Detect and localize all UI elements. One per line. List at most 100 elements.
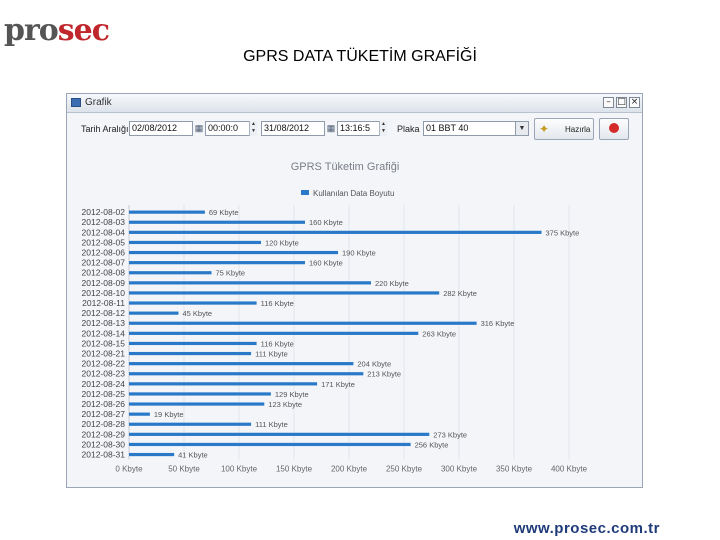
x-tick-label: 150 Kbyte xyxy=(276,465,313,474)
data-bar[interactable] xyxy=(129,382,318,386)
bar-value-label: 123 Kbyte xyxy=(268,400,302,409)
logo-part-sec: sec xyxy=(57,13,110,48)
gprs-bar-chart: GPRS Tüketim Grafiği Kullanılan Data Boy… xyxy=(82,161,588,474)
close-icon[interactable]: × xyxy=(629,97,640,108)
category-label: 2012-08-27 xyxy=(82,409,126,419)
category-label: 2012-08-31 xyxy=(82,449,126,459)
plate-select[interactable]: 01 BBT 40 xyxy=(423,121,529,136)
data-bar[interactable] xyxy=(129,240,261,245)
bar-value-label: 116 Kbyte xyxy=(261,299,294,308)
category-label: 2012-08-13 xyxy=(82,318,126,328)
end-time-field[interactable]: 13:16:5 xyxy=(337,121,385,136)
category-label: 2012-08-26 xyxy=(82,399,126,409)
exit-button[interactable] xyxy=(599,118,629,140)
x-tick-label: 50 Kbyte xyxy=(168,465,200,474)
end-time-spinner[interactable]: ▲ ▼ xyxy=(379,121,387,136)
data-bar[interactable] xyxy=(129,210,205,214)
data-bar[interactable] xyxy=(129,372,364,376)
data-bar[interactable] xyxy=(129,271,212,275)
calendar-icon[interactable]: ▦ xyxy=(326,123,336,133)
category-label: 2012-08-15 xyxy=(82,338,126,348)
x-tick-label: 200 Kbyte xyxy=(331,465,368,474)
logo-part-pro: pro xyxy=(4,13,59,48)
prepare-button[interactable]: ✦ Hazırla xyxy=(534,118,594,140)
category-label: 2012-08-10 xyxy=(82,288,126,298)
data-bar[interactable] xyxy=(129,341,257,346)
start-time-field[interactable]: 00:00:0 xyxy=(205,121,255,136)
bar-value-label: 111 Kbyte xyxy=(255,349,288,358)
maximize-icon[interactable]: □ xyxy=(616,97,627,108)
category-label: 2012-08-07 xyxy=(82,258,126,268)
category-label: 2012-08-08 xyxy=(82,268,126,278)
category-label: 2012-08-25 xyxy=(82,389,126,399)
bar-value-label: 273 Kbyte xyxy=(433,430,467,439)
x-tick-label: 0 Kbyte xyxy=(115,465,143,474)
category-label: 2012-08-30 xyxy=(82,439,126,449)
gear-icon: ✦ xyxy=(539,122,550,136)
data-bar[interactable] xyxy=(129,311,179,315)
data-bar[interactable] xyxy=(129,452,175,457)
x-tick-label: 350 Kbyte xyxy=(496,465,533,474)
data-bar[interactable] xyxy=(129,301,257,305)
x-tick-label: 250 Kbyte xyxy=(386,465,423,474)
data-bar[interactable] xyxy=(129,351,252,356)
data-bar[interactable] xyxy=(129,321,477,325)
x-tick-label: 400 Kbyte xyxy=(551,465,588,474)
category-label: 2012-08-29 xyxy=(82,429,126,439)
category-label: 2012-08-05 xyxy=(82,237,126,247)
data-bar[interactable] xyxy=(129,402,265,406)
category-label: 2012-08-22 xyxy=(82,359,126,369)
bar-value-label: 129 Kbyte xyxy=(275,390,309,399)
filter-toolbar: Tarih Aralığı 02/08/2012 ▦ 00:00:0 ▲ ▼ 31… xyxy=(67,113,642,143)
start-time-spinner[interactable]: ▲ ▼ xyxy=(249,121,257,136)
category-label: 2012-08-02 xyxy=(82,207,126,217)
data-bar[interactable] xyxy=(129,422,252,426)
category-label: 2012-08-06 xyxy=(82,247,126,257)
data-bar[interactable] xyxy=(129,362,354,366)
data-bar[interactable] xyxy=(129,291,440,295)
minimize-icon[interactable]: – xyxy=(603,97,614,108)
data-bar[interactable] xyxy=(129,230,542,234)
bar-value-label: 220 Kbyte xyxy=(375,279,409,288)
window-title: Grafik xyxy=(85,97,112,108)
date-range-label: Tarih Aralığı xyxy=(81,124,129,134)
data-bar[interactable] xyxy=(129,261,305,265)
category-label: 2012-08-28 xyxy=(82,419,126,429)
data-bar[interactable] xyxy=(129,392,271,396)
bar-value-label: 190 Kbyte xyxy=(342,248,376,257)
x-tick-label: 100 Kbyte xyxy=(221,465,258,474)
bar-value-label: 375 Kbyte xyxy=(546,228,580,237)
calendar-icon[interactable]: ▦ xyxy=(194,123,204,133)
legend-label: Kullanılan Data Boyutu xyxy=(313,189,394,198)
category-label: 2012-08-12 xyxy=(82,308,126,318)
graph-window: Grafik – □ × Tarih Aralığı 02/08/2012 ▦ … xyxy=(66,93,643,488)
data-bar[interactable] xyxy=(129,412,150,416)
bar-value-label: 75 Kbyte xyxy=(216,269,246,278)
category-label: 2012-08-23 xyxy=(82,369,126,379)
category-label: 2012-08-14 xyxy=(82,328,126,338)
plate-label: Plaka xyxy=(397,124,420,134)
bar-value-label: 213 Kbyte xyxy=(367,370,401,379)
bar-value-label: 171 Kbyte xyxy=(321,380,355,389)
start-date-field[interactable]: 02/08/2012 xyxy=(129,121,193,136)
bar-value-label: 111 Kbyte xyxy=(255,420,288,429)
power-icon xyxy=(609,123,619,133)
slide-title: GPRS DATA TÜKETİM GRAFİĞİ xyxy=(243,48,477,65)
bar-value-label: 204 Kbyte xyxy=(357,360,391,369)
bar-value-label: 41 Kbyte xyxy=(178,450,208,459)
data-bar[interactable] xyxy=(129,281,371,285)
bar-value-label: 263 Kbyte xyxy=(422,329,456,338)
bar-value-label: 116 Kbyte xyxy=(261,339,294,348)
data-bar[interactable] xyxy=(129,432,430,436)
chart-app-icon xyxy=(71,98,81,107)
data-bar[interactable] xyxy=(129,442,411,447)
data-bar[interactable] xyxy=(129,220,305,224)
x-tick-label: 300 Kbyte xyxy=(441,465,478,474)
bar-value-label: 45 Kbyte xyxy=(183,309,213,318)
data-bar[interactable] xyxy=(129,250,338,255)
data-bar[interactable] xyxy=(129,331,419,335)
prosec-logo: prosec xyxy=(4,13,110,48)
end-date-field[interactable]: 31/08/2012 xyxy=(261,121,325,136)
chevron-down-icon[interactable]: ▼ xyxy=(515,121,529,136)
window-titlebar[interactable]: Grafik – □ × xyxy=(67,94,642,113)
